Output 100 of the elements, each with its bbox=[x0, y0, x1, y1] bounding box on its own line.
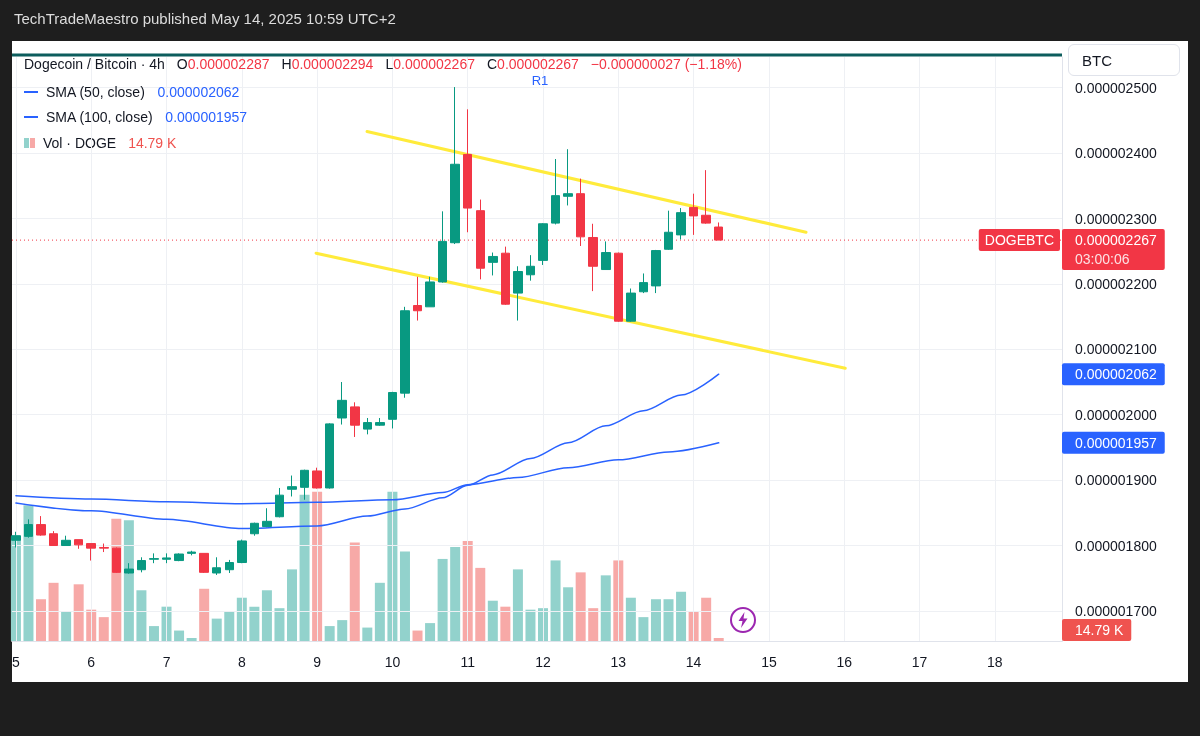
text: 0.000002267 bbox=[1075, 232, 1157, 249]
bar bbox=[274, 608, 285, 641]
candlestick bbox=[74, 539, 83, 550]
chart-subtitle: TechTradeMaestro published May 14, 2025 10:59 UTC+2 bbox=[14, 10, 396, 27]
x-tick-label: 18 bbox=[987, 654, 1003, 670]
x-tick-label: 17 bbox=[911, 654, 928, 670]
candlestick bbox=[639, 272, 648, 294]
bar bbox=[512, 569, 523, 641]
candlestick bbox=[563, 148, 573, 206]
annotation: R1 bbox=[531, 72, 549, 88]
candlestick bbox=[225, 559, 234, 574]
candlestick bbox=[400, 306, 410, 399]
candlestick bbox=[388, 391, 397, 429]
x-tick-label: 6 bbox=[87, 654, 96, 670]
legend-label: Vol · DOGE bbox=[43, 133, 117, 153]
bar bbox=[199, 588, 210, 641]
bar bbox=[713, 638, 724, 641]
candlestick bbox=[601, 240, 611, 271]
bar bbox=[563, 587, 574, 641]
x-tick-label: 10 bbox=[384, 654, 401, 670]
candlestick bbox=[86, 543, 96, 562]
bar bbox=[487, 600, 498, 641]
candlestick bbox=[61, 535, 71, 547]
candlestick bbox=[463, 108, 472, 233]
bar bbox=[525, 609, 536, 641]
candlestick bbox=[626, 288, 636, 323]
bar bbox=[299, 494, 310, 641]
bar bbox=[287, 569, 298, 641]
bar bbox=[48, 582, 59, 641]
bar bbox=[211, 618, 222, 641]
bar bbox=[261, 590, 272, 641]
bar bbox=[337, 620, 348, 641]
candlestick bbox=[312, 467, 322, 490]
bar bbox=[123, 520, 134, 641]
candlestick bbox=[664, 210, 673, 251]
bar bbox=[73, 584, 84, 641]
bar bbox=[500, 606, 511, 641]
x-tick-label: 11 bbox=[460, 654, 476, 670]
candlestick bbox=[36, 515, 46, 537]
bar bbox=[437, 558, 448, 641]
candlestick bbox=[250, 522, 259, 537]
candlestick bbox=[538, 222, 548, 266]
candlestick bbox=[287, 475, 297, 497]
candlestick bbox=[526, 254, 535, 282]
bar bbox=[575, 572, 586, 641]
legend-label: SMA (50, close) bbox=[46, 82, 145, 102]
x-tick-label: 16 bbox=[836, 654, 853, 670]
candlestick bbox=[149, 552, 159, 564]
candlestick bbox=[275, 487, 284, 518]
candlestick bbox=[425, 276, 435, 308]
bar bbox=[550, 560, 561, 641]
text: 14.79 K bbox=[1075, 622, 1124, 638]
bar bbox=[324, 626, 335, 641]
x-tick-label: 9 bbox=[313, 654, 322, 670]
candlestick bbox=[174, 552, 184, 562]
candlestick bbox=[689, 193, 698, 236]
annotation: C0.000002267 bbox=[486, 55, 579, 74]
candlestick bbox=[325, 422, 334, 490]
candlestick bbox=[262, 507, 272, 528]
y-tick-label: 0.000001700 bbox=[1075, 602, 1157, 619]
bar bbox=[374, 582, 385, 641]
text: 0.000001957 bbox=[1075, 434, 1157, 451]
bar bbox=[349, 542, 360, 641]
y-tick-label: 0.000002400 bbox=[1075, 145, 1157, 162]
annotation: 14.79 K bbox=[128, 133, 177, 153]
x-tick-label: 8 bbox=[237, 654, 246, 670]
y-tick-label: 0.000002200 bbox=[1075, 275, 1157, 292]
legend-label: SMA (100, close) bbox=[46, 108, 153, 128]
bar bbox=[600, 575, 611, 641]
bar bbox=[186, 638, 197, 641]
line-series bbox=[15, 373, 720, 530]
x-tick-label: 5 bbox=[12, 654, 21, 670]
y-axis-title: BTC bbox=[1082, 51, 1112, 69]
annotation: L0.000002267 bbox=[385, 55, 475, 74]
x-tick-label: 7 bbox=[162, 654, 171, 670]
bar bbox=[224, 611, 235, 641]
y-tick-label: 0.000001800 bbox=[1075, 537, 1157, 554]
bar bbox=[399, 551, 410, 641]
x-tick-label: 15 bbox=[761, 654, 777, 670]
candlestick bbox=[187, 550, 196, 556]
y-tick-label: 0.000002300 bbox=[1075, 210, 1157, 227]
bar bbox=[663, 599, 674, 641]
bar bbox=[676, 591, 687, 641]
candlestick bbox=[614, 252, 623, 323]
candlestick bbox=[337, 381, 347, 426]
candlestick bbox=[501, 246, 510, 306]
candlestick bbox=[576, 178, 585, 247]
y-tick-label: 0.000002500 bbox=[1075, 79, 1157, 96]
chart-title: Dogecoin / Bitcoin · 4h bbox=[24, 55, 165, 74]
candlestick bbox=[237, 539, 247, 564]
annotation: −0.000000027 (−1.18%) bbox=[590, 55, 742, 74]
bar bbox=[588, 608, 599, 641]
candlestick bbox=[137, 556, 146, 573]
candlestick bbox=[363, 417, 372, 435]
bar bbox=[625, 597, 636, 641]
y-tick-label: 0.000001900 bbox=[1075, 472, 1157, 489]
bar bbox=[701, 597, 712, 641]
candlestick bbox=[450, 86, 460, 245]
candlestick bbox=[199, 552, 209, 574]
annotation: O0.000002287 bbox=[176, 55, 270, 74]
